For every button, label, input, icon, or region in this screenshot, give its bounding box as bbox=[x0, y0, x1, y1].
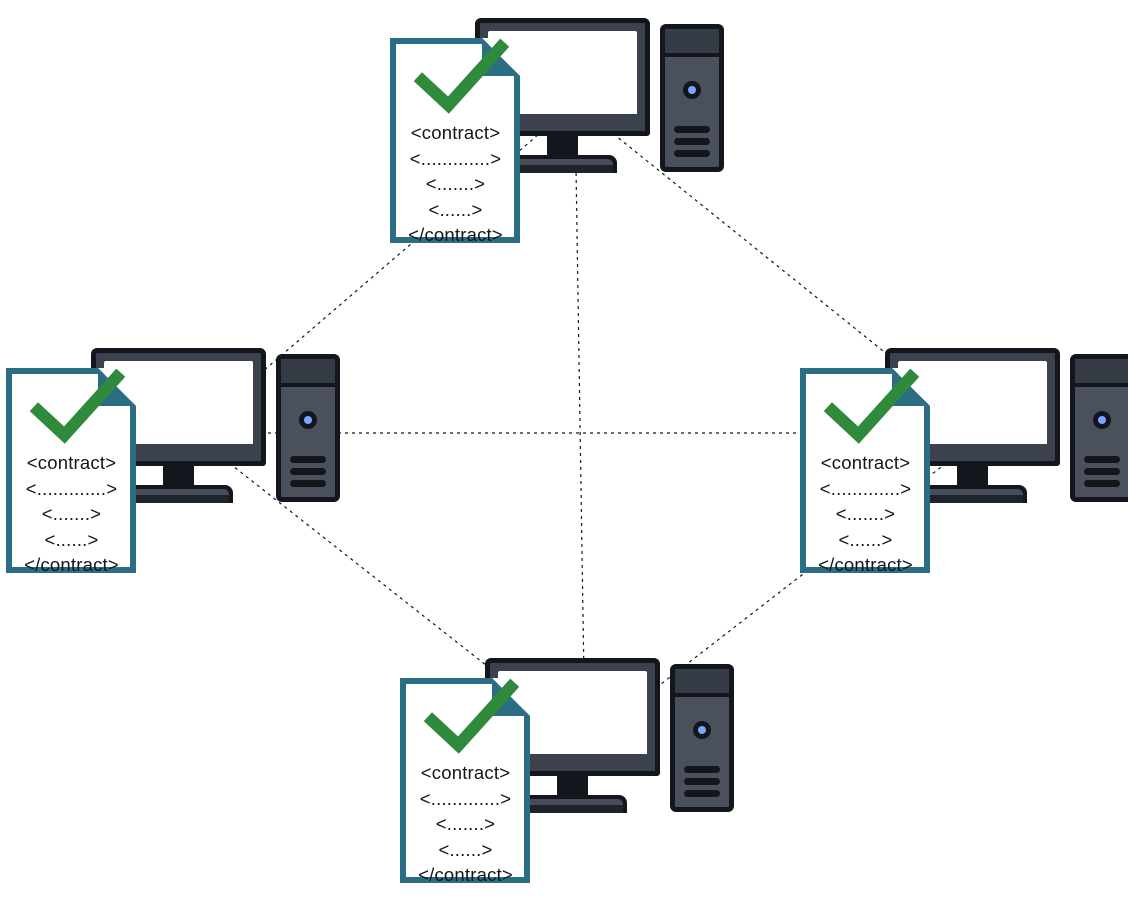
contract-document-icon: <contract> <.............> <.......> <..… bbox=[800, 368, 930, 573]
contract-line: <contract> bbox=[401, 120, 510, 146]
contract-line: <.............> bbox=[17, 476, 126, 502]
power-button-icon bbox=[1093, 411, 1111, 429]
contract-line: </contract> bbox=[811, 552, 920, 578]
contract-text: <contract> <.............> <.......> <..… bbox=[811, 450, 920, 578]
contract-text: <contract> <.............> <.......> <..… bbox=[411, 760, 520, 888]
checkmark-icon bbox=[424, 676, 519, 760]
checkmark-icon bbox=[414, 36, 509, 120]
contract-document-icon: <contract> <.............> <.......> <..… bbox=[390, 38, 520, 243]
contract-line: <......> bbox=[401, 197, 510, 223]
contract-line: <.......> bbox=[401, 171, 510, 197]
checkmark-icon bbox=[824, 366, 919, 450]
contract-line: <......> bbox=[811, 527, 920, 553]
computer-tower-icon bbox=[670, 664, 734, 812]
contract-line: <contract> bbox=[811, 450, 920, 476]
network-node: <contract> <.............> <.......> <..… bbox=[390, 8, 730, 238]
contract-line: </contract> bbox=[17, 552, 126, 578]
contract-line: <.............> bbox=[401, 146, 510, 172]
computer-tower-icon bbox=[660, 24, 724, 172]
contract-line: <.............> bbox=[811, 476, 920, 502]
network-node: <contract> <.............> <.......> <..… bbox=[800, 338, 1128, 568]
contract-line: <.......> bbox=[411, 811, 520, 837]
contract-line: </contract> bbox=[411, 862, 520, 888]
power-button-icon bbox=[693, 721, 711, 739]
contract-line: <contract> bbox=[411, 760, 520, 786]
contract-line: <.............> bbox=[411, 786, 520, 812]
contract-line: <contract> bbox=[17, 450, 126, 476]
computer-tower-icon bbox=[276, 354, 340, 502]
contract-document-icon: <contract> <.............> <.......> <..… bbox=[6, 368, 136, 573]
contract-text: <contract> <.............> <.......> <..… bbox=[401, 120, 510, 248]
contract-line: <......> bbox=[411, 837, 520, 863]
contract-document-icon: <contract> <.............> <.......> <..… bbox=[400, 678, 530, 883]
contract-line: <......> bbox=[17, 527, 126, 553]
contract-line: <.......> bbox=[811, 501, 920, 527]
computer-tower-icon bbox=[1070, 354, 1128, 502]
contract-line: <.......> bbox=[17, 501, 126, 527]
contract-line: </contract> bbox=[401, 222, 510, 248]
network-node: <contract> <.............> <.......> <..… bbox=[400, 648, 740, 878]
power-button-icon bbox=[299, 411, 317, 429]
checkmark-icon bbox=[30, 366, 125, 450]
contract-text: <contract> <.............> <.......> <..… bbox=[17, 450, 126, 578]
network-node: <contract> <.............> <.......> <..… bbox=[6, 338, 346, 568]
power-button-icon bbox=[683, 81, 701, 99]
diagram-canvas: <contract> <.............> <.......> <..… bbox=[0, 0, 1128, 899]
